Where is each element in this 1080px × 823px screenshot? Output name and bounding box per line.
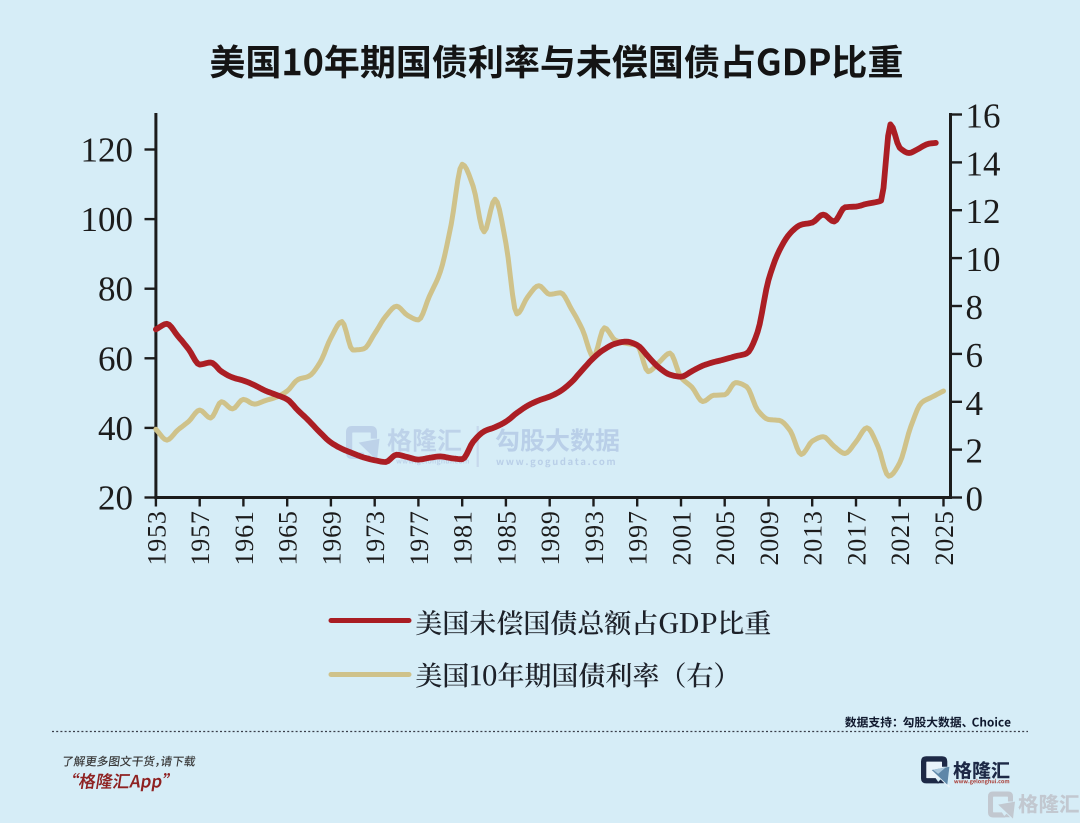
svg-text:120: 120 (81, 131, 134, 170)
svg-text:1977: 1977 (405, 510, 434, 565)
svg-text:2: 2 (966, 432, 984, 471)
svg-text:1965: 1965 (274, 510, 303, 565)
svg-text:2017: 2017 (843, 510, 872, 565)
svg-text:1973: 1973 (361, 510, 390, 565)
svg-text:6: 6 (966, 336, 984, 375)
svg-text:10: 10 (966, 240, 1001, 279)
svg-text:1993: 1993 (580, 510, 609, 565)
svg-text:2005: 2005 (711, 510, 740, 565)
svg-text:4: 4 (966, 384, 984, 423)
svg-text:20: 20 (98, 479, 133, 518)
svg-text:2021: 2021 (886, 510, 915, 565)
svg-text:2025: 2025 (930, 510, 959, 565)
svg-text:2009: 2009 (755, 510, 784, 565)
svg-text:80: 80 (98, 270, 133, 309)
svg-text:40: 40 (98, 409, 133, 448)
svg-text:1957: 1957 (186, 510, 215, 565)
svg-text:14: 14 (966, 144, 1001, 183)
svg-text:1989: 1989 (536, 510, 565, 565)
svg-text:16: 16 (966, 97, 1001, 136)
svg-text:1997: 1997 (624, 510, 653, 565)
svg-text:2013: 2013 (799, 510, 828, 565)
svg-text:1969: 1969 (317, 510, 346, 565)
svg-text:60: 60 (98, 339, 133, 378)
svg-text:2001: 2001 (668, 510, 697, 565)
svg-text:1953: 1953 (142, 510, 171, 565)
svg-text:1985: 1985 (492, 510, 521, 565)
svg-text:0: 0 (966, 480, 984, 519)
svg-text:1961: 1961 (230, 510, 259, 565)
svg-text:8: 8 (966, 288, 984, 327)
svg-text:100: 100 (81, 200, 134, 239)
svg-text:1981: 1981 (449, 510, 478, 565)
svg-text:12: 12 (966, 192, 1001, 231)
